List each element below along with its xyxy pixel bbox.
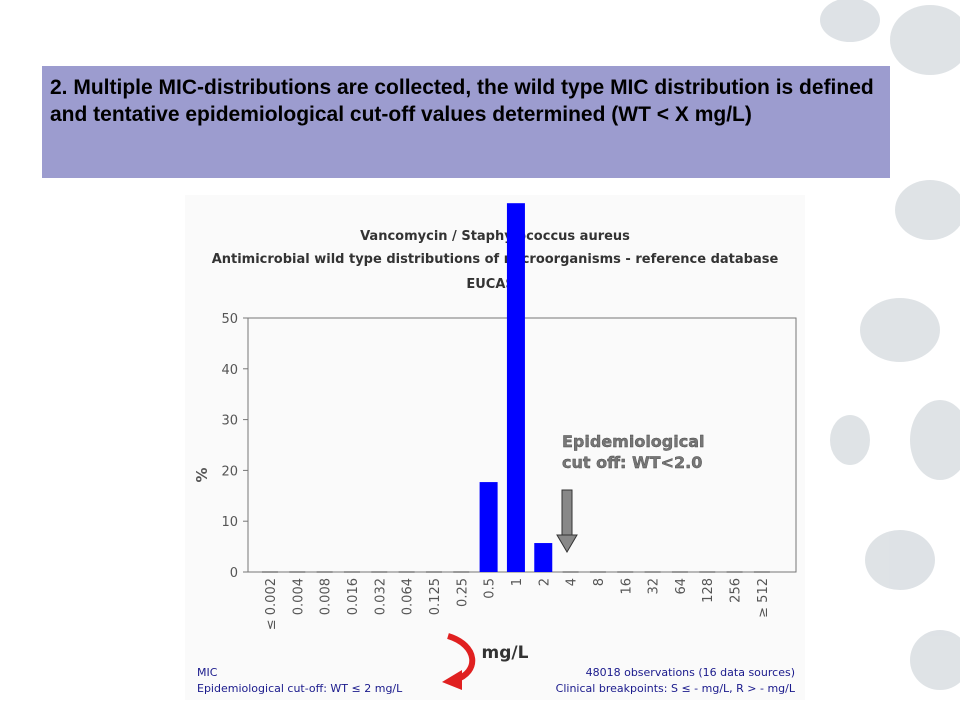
x-tick-label: 0.032 [373, 578, 388, 615]
background-cells [820, 0, 960, 690]
bar [534, 543, 553, 572]
y-tick-label: 20 [221, 464, 238, 479]
x-tick-label: 128 [701, 578, 716, 603]
x-tick-label: 0.016 [346, 578, 361, 615]
x-tick-label: 2 [537, 578, 552, 586]
bar [506, 203, 525, 572]
x-tick-label: 8 [592, 578, 607, 586]
chart-title: Antimicrobial wild type distributions of… [212, 252, 779, 267]
chart-image [185, 195, 805, 700]
footer: 48018 observations (16 data sources) [586, 666, 795, 679]
footer: Clinical breakpoints: S ≤ - mg/L, R > - … [556, 682, 796, 695]
footer: MIC [197, 666, 218, 679]
chart-title: Vancomycin / Staphylococcus aureus [360, 229, 630, 244]
bar [479, 482, 498, 572]
x-tick-label: 256 [729, 578, 744, 603]
footer: Epidemiological cut-off: WT ≤ 2 mg/L [197, 682, 403, 695]
curved-arrow [442, 633, 476, 690]
x-tick-label: 32 [647, 578, 662, 595]
y-axis-label: % [193, 467, 211, 482]
x-tick-label: 0.25 [455, 578, 470, 607]
y-tick-label: 50 [221, 312, 238, 327]
cutoff-arrow [556, 489, 578, 553]
y-tick-label: 0 [230, 566, 238, 581]
x-tick-label: 0.008 [319, 578, 334, 615]
annotation: Epidemiological [562, 432, 705, 451]
x-tick-label: 64 [674, 578, 689, 595]
x-tick-label: 0.004 [291, 578, 306, 615]
x-tick-label: 0.125 [428, 578, 443, 615]
x-tick-label: 1 [510, 578, 525, 586]
y-tick-label: 30 [221, 414, 238, 429]
slide-title: 2. Multiple MIC-distributions are collec… [42, 66, 890, 178]
x-tick-label: 4 [565, 578, 580, 586]
x-axis-label: mg/L [482, 643, 529, 663]
x-tick-label: 16 [619, 578, 634, 595]
y-tick-label: 40 [221, 363, 238, 378]
x-tick-label: 0.5 [483, 578, 498, 599]
x-tick-label: ≥ 512 [756, 578, 771, 618]
x-tick-label: ≤ 0.002 [264, 578, 279, 630]
annotation: cut off: WT<2.0 [562, 453, 702, 472]
x-tick-label: 0.064 [401, 578, 416, 615]
y-tick-label: 10 [221, 515, 238, 530]
